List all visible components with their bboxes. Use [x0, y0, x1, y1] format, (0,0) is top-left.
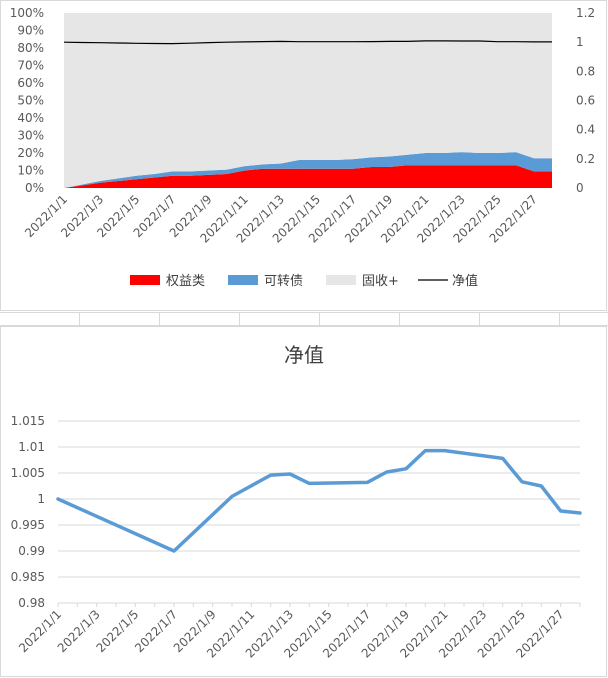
y-left-tick-label: 80%	[17, 41, 44, 55]
divider-bg	[0, 312, 608, 326]
y-left-tick-label: 90%	[17, 24, 44, 38]
composition-area-chart: 0% 10% 20% 30% 40% 50% 60% 70% 80% 90% 100% 0 0.2 0.4…	[0, 0, 607, 311]
area-series-1	[64, 152, 552, 188]
y-right-tick-label: 0.6	[576, 94, 595, 108]
y-right-tick-label: 0.2	[576, 152, 595, 166]
y-right-tick-label: 0.8	[576, 64, 595, 78]
sheet-grid-divider	[0, 312, 608, 326]
y-left-tick-label: 60%	[17, 76, 44, 90]
y-left-tick-label: 20%	[17, 146, 44, 160]
y-tick-label: 0.995	[11, 518, 45, 532]
legend-swatch	[228, 275, 258, 285]
net-value-line-chart: 净值0.980.9850.990.99511.0051.011.0152022/…	[0, 326, 607, 677]
y-tick-label: 0.985	[11, 570, 45, 584]
y-left-tick-label: 100%	[10, 6, 44, 20]
y-left-tick-label: 30%	[17, 129, 44, 143]
y-tick-label: 1.005	[11, 466, 45, 480]
y-left-tick-label: 40%	[17, 111, 44, 125]
legend-swatch	[130, 275, 160, 285]
legend-label: 权益类	[166, 273, 205, 289]
net-value-series-line	[56, 448, 582, 553]
y-right-tick-label: 0.4	[576, 123, 595, 137]
y-tick-label: 1	[37, 492, 45, 506]
y-right-tick-label: 1	[576, 35, 584, 49]
legend-label: 净值	[452, 273, 478, 289]
y-left-tick-label: 0%	[25, 181, 44, 195]
y-tick-label: 1.015	[11, 414, 45, 428]
legend-swatch	[326, 275, 356, 285]
y-left-tick-label: 50%	[17, 94, 44, 108]
y-right-tick-label: 0	[576, 181, 584, 195]
y-left-tick-label: 70%	[17, 59, 44, 73]
y-tick-label: 1.01	[18, 440, 45, 454]
y-right-tick-label: 1.2	[576, 6, 595, 20]
net-value-line	[63, 40, 552, 45]
chart-title: 净值	[284, 343, 324, 367]
y-tick-label: 0.98	[18, 596, 45, 610]
y-tick-label: 0.99	[18, 544, 45, 558]
area-series-2	[64, 13, 552, 188]
chart-frame	[0, 326, 607, 677]
y-left-tick-label: 10%	[17, 164, 44, 178]
area-series-0	[64, 165, 552, 188]
legend-label: 固收+	[362, 274, 399, 289]
legend-label: 可转债	[264, 274, 303, 289]
